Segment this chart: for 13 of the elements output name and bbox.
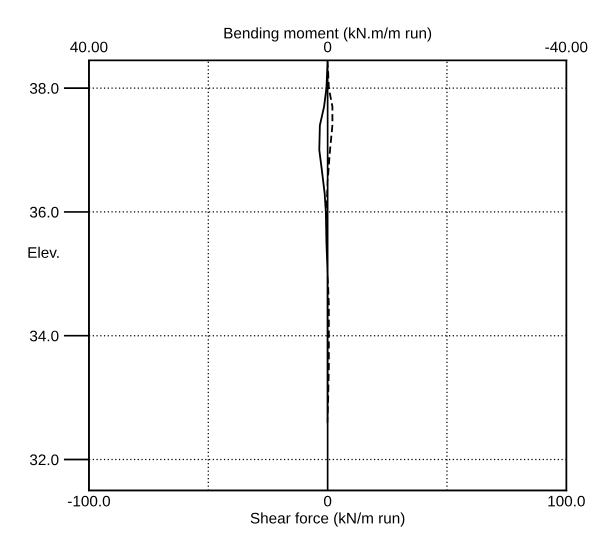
x2-tick-label: -40.00: [545, 42, 588, 52]
y-tick-label: 38.0: [30, 83, 58, 94]
x-tick-label: 100.0: [548, 496, 585, 507]
x2-tick-label: 0: [324, 42, 332, 52]
x-tick-label: 0: [324, 496, 332, 507]
x2-tick-label: 40.00: [70, 42, 108, 52]
y-tick-label: 32.0: [30, 454, 58, 466]
x-tick-label: -100.0: [68, 496, 110, 507]
x-axis-title: Shear force (kN/m run): [250, 512, 404, 527]
y-tick-label: 36.0: [30, 206, 58, 218]
y-tick-label: 34.0: [30, 330, 58, 342]
x2-axis-title: Bending moment (kN.m/m run): [224, 27, 432, 42]
y-axis-title: Elev.: [28, 246, 59, 258]
